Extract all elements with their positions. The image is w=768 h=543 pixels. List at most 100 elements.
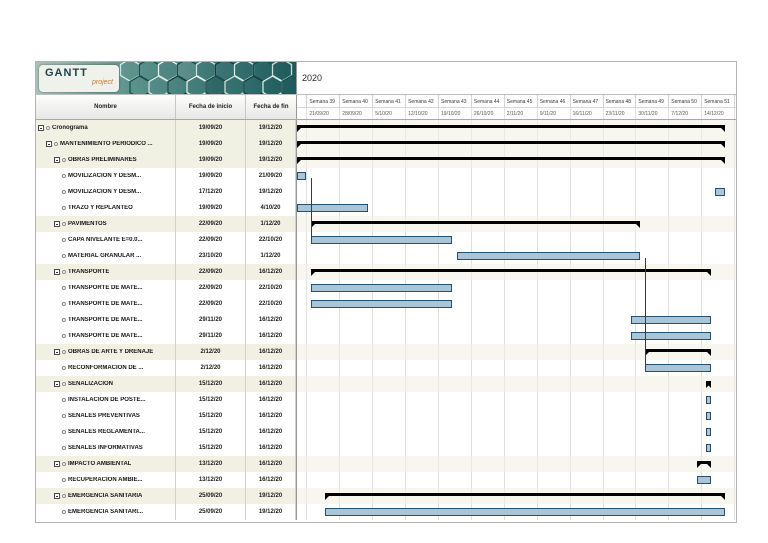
task-name-cell[interactable]: MANTENIMIENTO PERIÓDICO ...	[36, 136, 176, 152]
collapse-icon[interactable]	[54, 461, 60, 467]
gantt-task-bar[interactable]	[705, 412, 711, 420]
task-row[interactable]: OBRAS DE ARTE Y DRENAJE 2/12/20 16/12/20	[36, 344, 736, 360]
task-row[interactable]: IMPACTO AMBIENTAL 13/12/20 16/12/20	[36, 456, 736, 472]
task-row[interactable]: PAVIMENTOS 22/09/20 1/12/20	[36, 216, 736, 232]
task-row[interactable]: TRAZO Y REPLANTEO 19/09/20 4/10/20	[36, 200, 736, 216]
gantt-summary-bar[interactable]	[297, 125, 725, 132]
task-name-cell[interactable]: SEÑALES PREVENTIVAS	[36, 408, 176, 424]
task-name-label: TRAZO Y REPLANTEO	[68, 205, 133, 211]
collapse-icon[interactable]	[54, 157, 60, 163]
task-name-cell[interactable]: RECONFORMACIÓN DE ...	[36, 360, 176, 376]
task-name-cell[interactable]: IMPACTO AMBIENTAL	[36, 456, 176, 472]
task-row[interactable]: MOVILIZACION Y DESM... 17/12/20 19/12/20	[36, 184, 736, 200]
task-name-cell[interactable]: TRANSPORTE	[36, 264, 176, 280]
collapse-icon[interactable]	[46, 141, 52, 147]
task-name-cell[interactable]: OBRAS PRELIMINARES	[36, 152, 176, 168]
task-row[interactable]: SEÑALES INFORMATIVAS 15/12/20 16/12/20	[36, 440, 736, 456]
gantt-task-bar[interactable]	[705, 428, 711, 436]
task-end-date: 16/12/20	[246, 456, 296, 472]
ganttproject-window: GANTT project 2020 Nombre Fecha de inici…	[35, 61, 737, 523]
task-row[interactable]: TRANSPORTE DE MATE... 22/09/20 22/10/20	[36, 280, 736, 296]
task-name-cell[interactable]: SEÑALES REGLAMENTA...	[36, 424, 176, 440]
task-row[interactable]: RECUPERACION AMBIE... 13/12/20 16/12/20	[36, 472, 736, 488]
task-chart-cell	[296, 264, 736, 280]
gantt-task-bar[interactable]	[644, 364, 711, 372]
task-row[interactable]: SEÑALIZACION 15/12/20 16/12/20	[36, 376, 736, 392]
task-name-cell[interactable]: INSTALACION DE POSTE...	[36, 392, 176, 408]
task-row[interactable]: TRANSPORTE DE MATE... 29/11/20 16/12/20	[36, 312, 736, 328]
gantt-summary-bar[interactable]	[325, 493, 725, 500]
task-name-cell[interactable]: TRANSPORTE DE MATE...	[36, 280, 176, 296]
task-name-cell[interactable]: MOVILIZACION Y DESM...	[36, 168, 176, 184]
gantt-task-bar[interactable]	[297, 204, 368, 212]
gantt-summary-bar[interactable]	[311, 221, 641, 228]
task-row[interactable]: TRANSPORTE 22/09/20 16/12/20	[36, 264, 736, 280]
task-name-cell[interactable]: TRANSPORTE DE MATE...	[36, 328, 176, 344]
task-name-cell[interactable]: RECUPERACION AMBIE...	[36, 472, 176, 488]
collapse-icon[interactable]	[54, 349, 60, 355]
task-name-cell[interactable]: MATERIAL GRANULAR ...	[36, 248, 176, 264]
collapse-icon[interactable]	[38, 125, 44, 131]
task-row[interactable]: MANTENIMIENTO PERIÓDICO ... 19/09/20 19/12…	[36, 136, 736, 152]
task-row[interactable]: MATERIAL GRANULAR ... 23/10/20 1/12/20	[36, 248, 736, 264]
task-row[interactable]: RECONFORMACIÓN DE ... 2/12/20 16/12/20	[36, 360, 736, 376]
task-name-cell[interactable]: TRANSPORTE DE MATE...	[36, 296, 176, 312]
task-name-cell[interactable]: TRANSPORTE DE MATE...	[36, 312, 176, 328]
gantt-task-bar[interactable]	[456, 252, 641, 260]
task-bullet-icon	[62, 398, 66, 402]
task-name-cell[interactable]: SEÑALIZACION	[36, 376, 176, 392]
task-name-label: TRANSPORTE DE MATE...	[68, 333, 143, 339]
task-name-cell[interactable]: EMERGENCIA SANITARI...	[36, 504, 176, 520]
task-row[interactable]: MOVILIZACION Y DESM... 19/09/20 21/09/20	[36, 168, 736, 184]
column-header-fecha-inicio[interactable]: Fecha de inicio	[176, 95, 246, 119]
gantt-task-bar[interactable]	[325, 508, 725, 516]
task-name-cell[interactable]: PAVIMENTOS	[36, 216, 176, 232]
gantt-summary-bar[interactable]	[311, 269, 711, 276]
collapse-icon[interactable]	[54, 381, 60, 387]
column-header-fecha-fin[interactable]: Fecha de fin	[253, 104, 289, 110]
gantt-summary-bar[interactable]	[696, 461, 711, 468]
collapse-icon[interactable]	[54, 493, 60, 499]
task-name-cell[interactable]: SEÑALES INFORMATIVAS	[36, 440, 176, 456]
task-row[interactable]: CAPA NIVELANTE E=0.0... 22/09/20 22/10/20	[36, 232, 736, 248]
task-name-cell[interactable]: TRAZO Y REPLANTEO	[36, 200, 176, 216]
task-bullet-icon	[62, 158, 66, 162]
task-name-cell[interactable]: Cronograma	[36, 120, 176, 136]
task-row[interactable]: SEÑALES PREVENTIVAS 15/12/20 16/12/20	[36, 408, 736, 424]
gantt-task-bar[interactable]	[630, 332, 711, 340]
collapse-icon[interactable]	[54, 269, 60, 275]
task-start-date: 22/09/20	[176, 296, 246, 312]
task-row[interactable]: OBRAS PRELIMINARES 19/09/20 19/12/20	[36, 152, 736, 168]
task-row[interactable]: Cronograma 19/09/20 19/12/20	[36, 120, 736, 136]
task-row[interactable]: EMERGENCIA SANITARI... 25/09/20 19/12/20	[36, 504, 736, 520]
gantt-task-bar[interactable]	[311, 284, 453, 292]
task-end-date: 16/12/20	[246, 440, 296, 456]
gantt-task-bar[interactable]	[311, 300, 453, 308]
task-row[interactable]: EMERGENCIA SANITARIA 25/09/20 19/12/20	[36, 488, 736, 504]
gantt-task-bar[interactable]	[715, 188, 725, 196]
gantt-summary-bar[interactable]	[297, 157, 725, 164]
gantt-summary-bar[interactable]	[705, 381, 711, 388]
task-bullet-icon	[46, 126, 50, 130]
task-name-cell[interactable]: OBRAS DE ARTE Y DRENAJE	[36, 344, 176, 360]
gantt-task-bar[interactable]	[696, 476, 711, 484]
task-name-label: Cronograma	[52, 125, 88, 131]
task-start-date: 19/09/20	[176, 200, 246, 216]
gantt-task-bar[interactable]	[705, 396, 711, 404]
task-name-cell[interactable]: EMERGENCIA SANITARIA	[36, 488, 176, 504]
task-row[interactable]: TRANSPORTE DE MATE... 29/11/20 16/12/20	[36, 328, 736, 344]
gantt-task-bar[interactable]	[705, 444, 711, 452]
task-row[interactable]: TRANSPORTE DE MATE... 22/09/20 22/10/20	[36, 296, 736, 312]
gantt-summary-bar[interactable]	[297, 141, 725, 148]
gantt-task-bar[interactable]	[311, 236, 453, 244]
gantt-summary-bar[interactable]	[644, 349, 711, 356]
gantt-task-bar[interactable]	[630, 316, 711, 324]
task-row[interactable]: SEÑALES REGLAMENTA... 15/12/20 16/12/20	[36, 424, 736, 440]
task-row[interactable]: INSTALACION DE POSTE... 15/12/20 16/12/20	[36, 392, 736, 408]
task-bullet-icon	[62, 254, 66, 258]
gantt-task-bar[interactable]	[297, 172, 307, 180]
collapse-icon[interactable]	[54, 221, 60, 227]
column-header-nombre[interactable]: Nombre	[36, 95, 176, 119]
task-name-cell[interactable]: MOVILIZACION Y DESM...	[36, 184, 176, 200]
task-name-cell[interactable]: CAPA NIVELANTE E=0.0...	[36, 232, 176, 248]
